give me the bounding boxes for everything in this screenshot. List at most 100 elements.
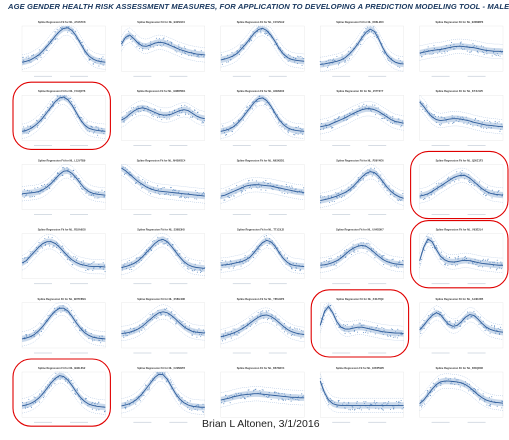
data-point: [282, 399, 284, 401]
data-point: [472, 46, 474, 48]
data-point: [330, 125, 332, 127]
data-point: [386, 259, 388, 261]
spline-panel: Spline Regression Fit for NL_Y85H1P3: [220, 297, 305, 354]
data-point: [159, 194, 161, 196]
data-point: [363, 31, 365, 33]
data-point: [279, 189, 281, 191]
data-point: [378, 328, 380, 330]
data-point: [344, 332, 346, 335]
data-point: [288, 398, 290, 400]
data-point: [49, 381, 51, 383]
data-point: [477, 266, 479, 268]
prediction-lower: [121, 318, 205, 341]
data-point: [462, 44, 464, 46]
spline-panel: Spline Regression Fit for NL_B42S1D4: [121, 20, 206, 77]
data-point: [129, 268, 131, 270]
data-point: [401, 408, 403, 410]
confidence-band: [121, 372, 205, 411]
data-point: [300, 269, 302, 271]
data-point: [71, 389, 73, 391]
data-point: [347, 186, 349, 188]
data-point: [433, 187, 435, 190]
data-point: [151, 319, 153, 321]
data-point: [31, 196, 33, 198]
data-point: [441, 185, 443, 187]
data-point: [393, 406, 395, 408]
data-point: [440, 251, 442, 253]
data-point: [167, 193, 170, 195]
data-point: [391, 328, 393, 331]
data-point: [155, 318, 157, 320]
data-point: [131, 41, 133, 43]
data-point: [424, 49, 426, 51]
data-point: [267, 35, 269, 37]
data-point: [494, 120, 496, 123]
plot-area: [121, 371, 206, 418]
spline-panel: Spline Regression Fit for NL_Q50Z1F3: [410, 150, 509, 220]
data-point: [54, 31, 56, 33]
data-point: [28, 57, 30, 59]
data-point: [265, 310, 267, 312]
data-point: [447, 264, 449, 266]
data-point: [175, 322, 177, 324]
spline-panel: Spline Regression Fit for NL_D66L2K0: [319, 20, 404, 77]
data-point: [101, 189, 103, 191]
data-point: [291, 268, 293, 270]
data-point: [397, 118, 399, 120]
spline-panel: Spline Regression Fit for NL_V93E2L4: [410, 220, 509, 289]
data-point: [459, 119, 461, 121]
data-point: [273, 185, 275, 187]
data-point: [337, 400, 339, 402]
confidence-band: [419, 172, 503, 200]
data-point: [334, 60, 336, 62]
prediction-upper: [419, 305, 504, 326]
data-point: [92, 340, 94, 342]
panel-title: Spline Regression Fit for NL_W27F8M1: [38, 297, 87, 301]
data-point: [179, 403, 181, 405]
data-point: [74, 113, 76, 115]
data-point: [494, 328, 496, 330]
data-point: [155, 245, 157, 247]
data-point: [487, 329, 489, 331]
data-point: [421, 193, 423, 195]
data-point: [131, 262, 133, 264]
data-point: [436, 188, 438, 190]
data-point: [63, 309, 66, 311]
data-point: [344, 324, 346, 326]
data-point: [295, 266, 297, 268]
data-point: [249, 320, 251, 322]
data-point: [299, 127, 301, 130]
data-point: [344, 407, 346, 409]
data-point: [85, 397, 87, 400]
data-point: [70, 32, 72, 34]
data-point: [466, 123, 468, 125]
data-point: [482, 395, 484, 397]
data-point: [279, 47, 281, 49]
data-point: [349, 190, 351, 192]
data-point: [335, 265, 337, 267]
data-point: [190, 267, 192, 270]
data-point: [67, 168, 69, 170]
data-point: [441, 187, 443, 189]
spline-fit-line: [220, 27, 305, 62]
data-point: [93, 267, 95, 269]
confidence-band: [121, 236, 205, 272]
data-point: [287, 132, 289, 134]
confidence-band: [419, 98, 503, 131]
data-point: [93, 194, 95, 197]
data-point: [451, 327, 453, 329]
data-point: [375, 251, 377, 253]
data-point: [273, 392, 275, 394]
data-point: [125, 406, 127, 408]
data-point: [188, 55, 190, 57]
data-point: [462, 258, 464, 260]
data-point: [401, 120, 404, 122]
data-point: [88, 269, 90, 271]
data-point: [258, 26, 260, 28]
panel-title: Spline Regression Fit for NL_R18A6G8: [38, 228, 86, 232]
data-point: [470, 183, 473, 185]
confidence-band: [320, 105, 404, 131]
prediction-lower: [21, 177, 106, 203]
data-point: [196, 198, 198, 200]
data-point: [393, 190, 395, 192]
